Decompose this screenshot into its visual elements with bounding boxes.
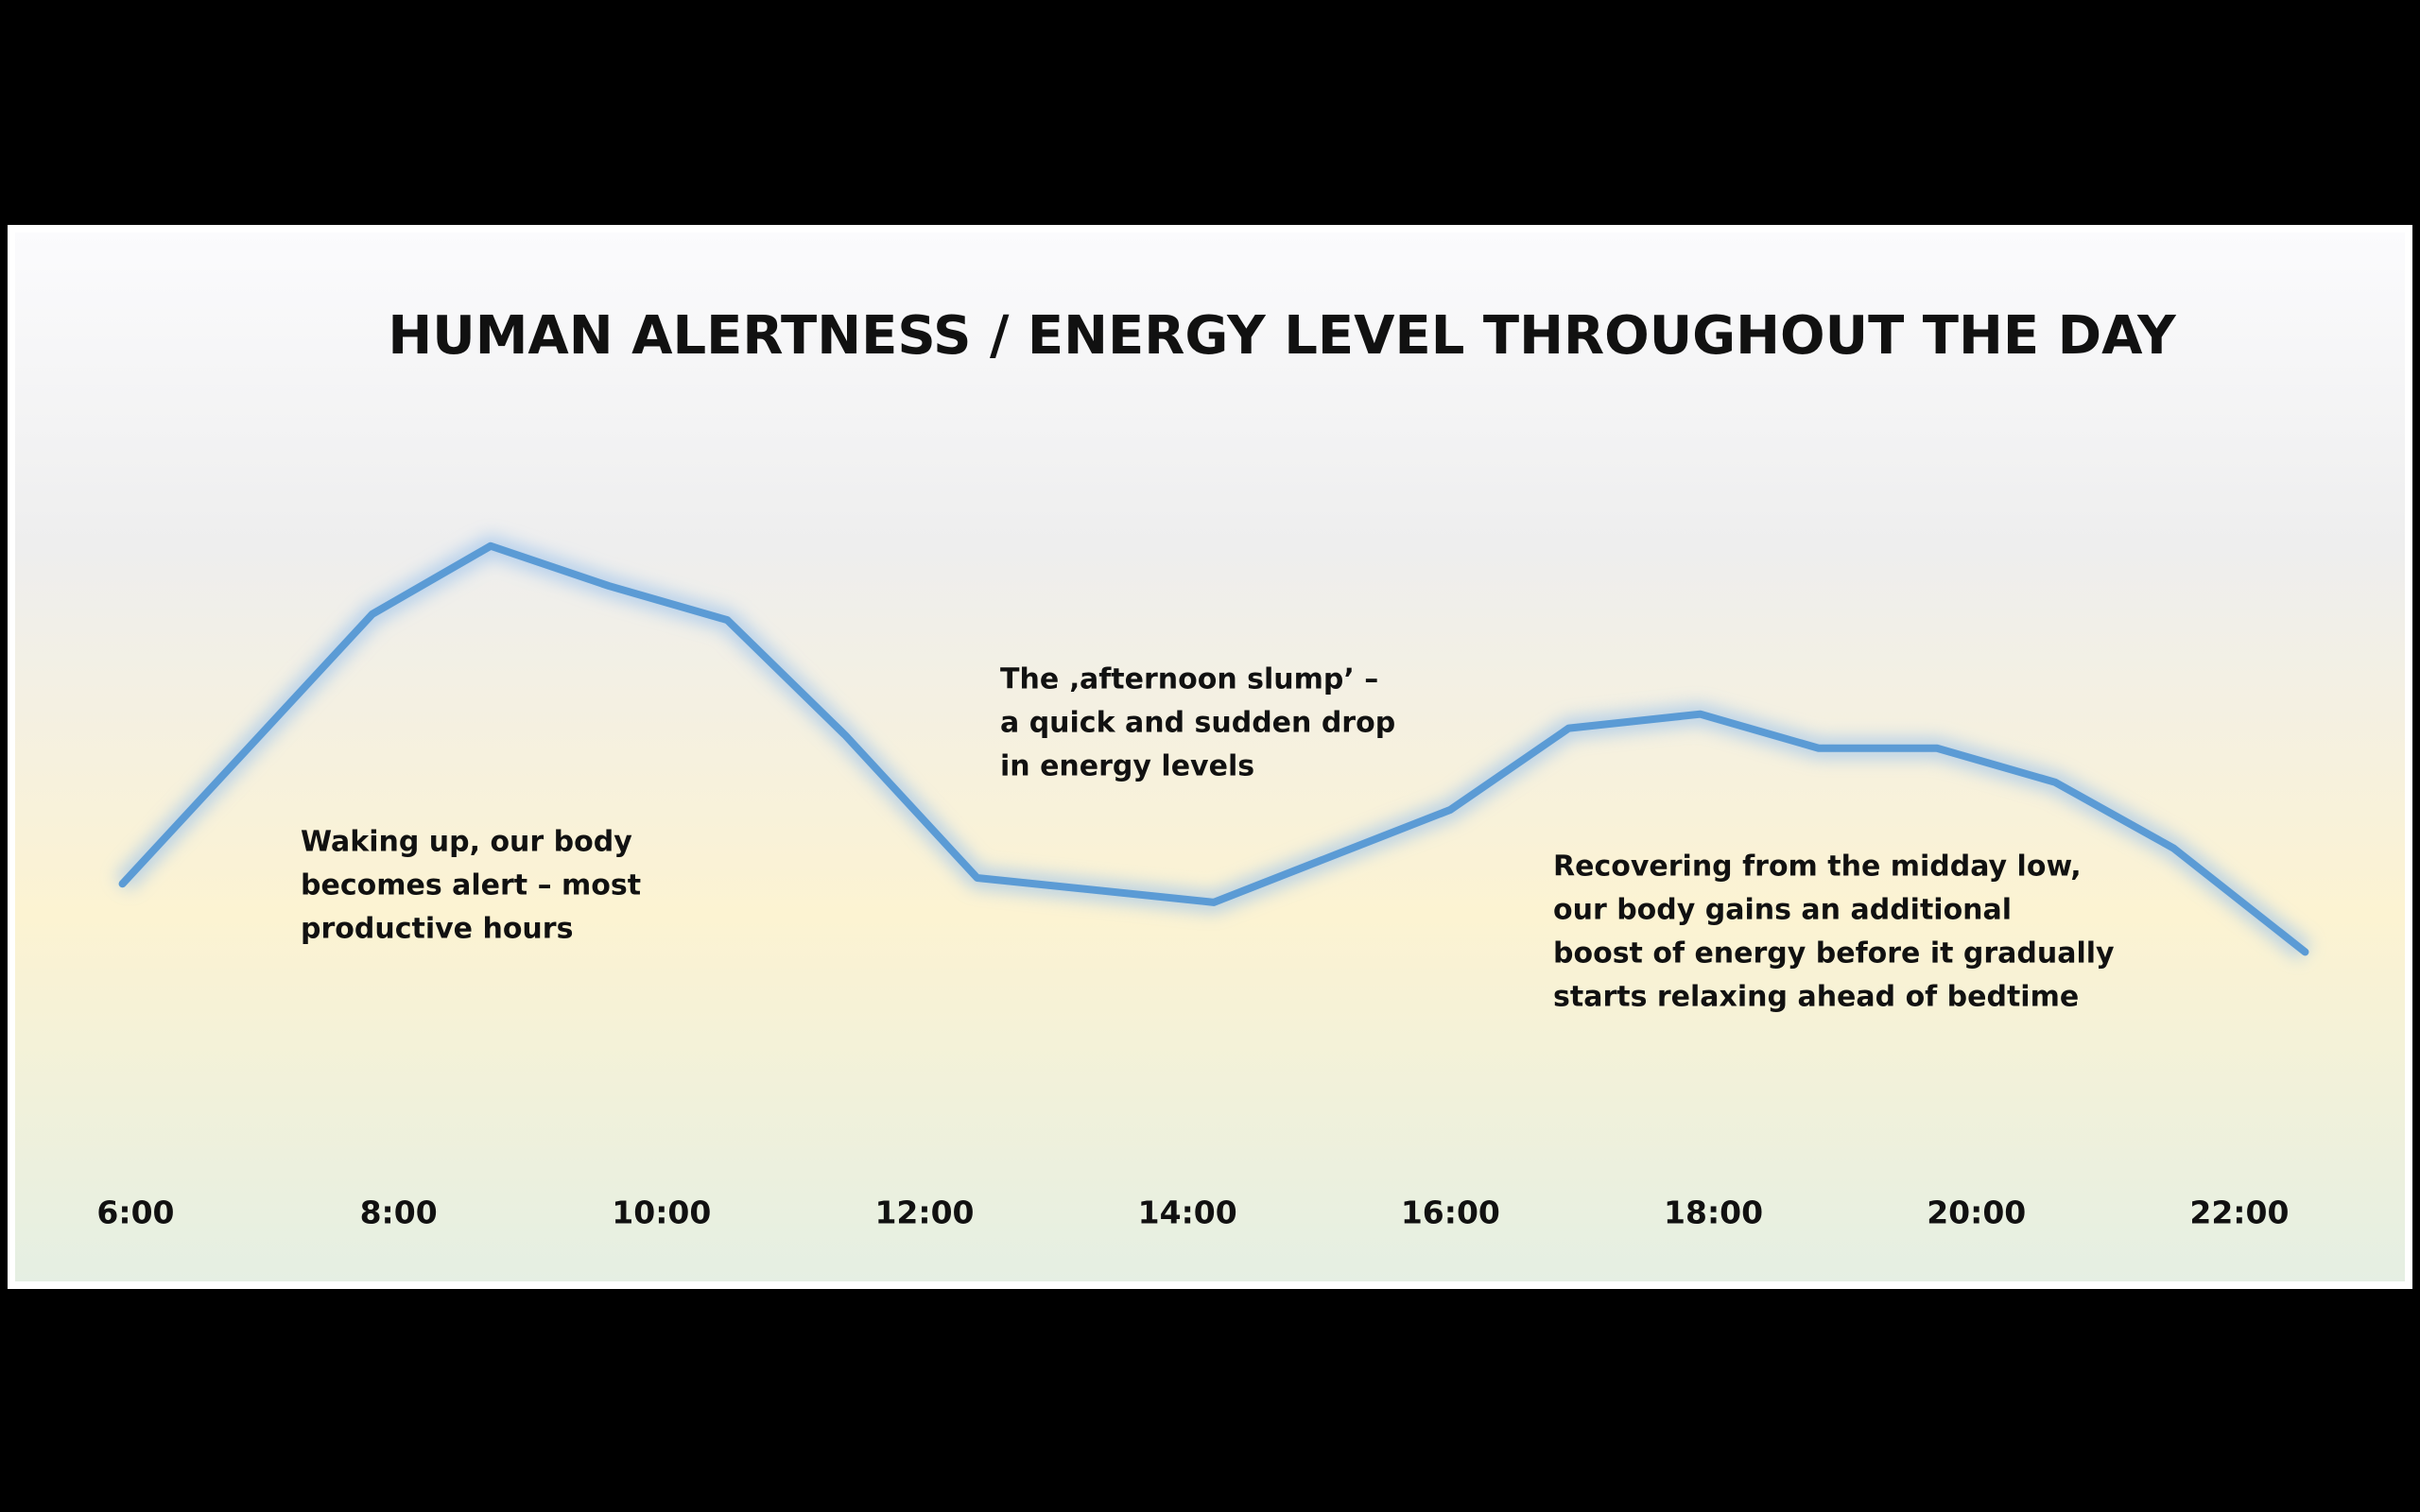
annotation: The ‚afternoon slump’ – [1000, 663, 1378, 696]
panel [15, 232, 2405, 1281]
chart-title: HUMAN ALERTNESS / ENERGY LEVEL THROUGHOU… [388, 305, 2177, 367]
x-tick-label: 22:00 [2189, 1194, 2289, 1231]
line [118, 541, 2309, 956]
annotation: a quick and sudden drop [1000, 707, 1395, 740]
annotation: Recovering from the midday low, [1553, 850, 2082, 884]
x-tick-label: 12:00 [874, 1194, 974, 1231]
x-tick-label: 18:00 [1664, 1194, 1763, 1231]
annotation: boost of energy before it gradually [1553, 937, 2115, 971]
annotation: Waking up, our body [301, 826, 632, 859]
x-tick-label: 16:00 [1401, 1194, 1500, 1231]
x-tick-label: 6:00 [96, 1194, 174, 1231]
annotation: in energy levels [1000, 750, 1254, 783]
annotation: starts relaxing ahead of bedtime [1553, 981, 2079, 1014]
x-tick-label: 14:00 [1138, 1194, 1237, 1231]
x-tick-label: 20:00 [1927, 1194, 2026, 1231]
annotation: our body gains an additional [1553, 894, 2012, 927]
annotation: productive hours [301, 913, 573, 946]
annotation: becomes alert – most [301, 869, 641, 902]
x-tick-label: 8:00 [360, 1194, 438, 1231]
x-tick-label: 10:00 [612, 1194, 711, 1231]
